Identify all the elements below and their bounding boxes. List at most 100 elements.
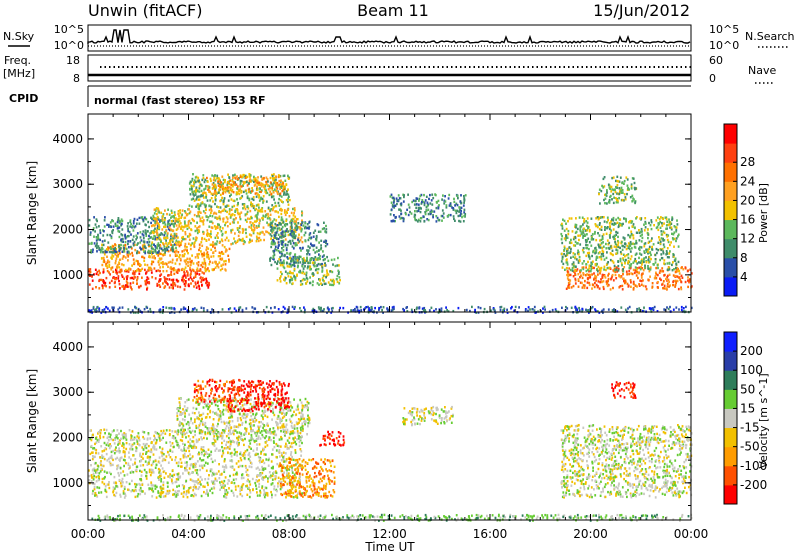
echo-pixel [216, 240, 219, 243]
echo-pixel [321, 262, 323, 266]
echo-pixel [156, 233, 159, 237]
echo-pixel [632, 234, 635, 237]
echo-pixel [358, 309, 361, 313]
echo-pixel [566, 307, 569, 310]
echo-pixel [667, 234, 670, 237]
echo-pixel [119, 287, 121, 290]
echo-pixel [665, 227, 667, 230]
echo-pixel [625, 176, 628, 179]
echo-pixel [184, 224, 187, 227]
echo-pixel [189, 268, 192, 271]
echo-pixel [274, 248, 277, 251]
echo-pixel [293, 207, 296, 210]
echo-pixel [656, 216, 659, 219]
echo-pixel [270, 229, 272, 232]
echo-pixel [92, 228, 94, 232]
echo-pixel [620, 189, 622, 192]
echo-pixel [197, 211, 200, 214]
echo-pixel [200, 436, 203, 439]
echo-pixel [610, 185, 613, 189]
echo-pixel [280, 227, 283, 231]
echo-pixel [324, 262, 326, 265]
echo-pixel [203, 485, 206, 488]
echo-pixel [322, 250, 324, 253]
echo-pixel [163, 225, 165, 229]
echo-pixel [301, 228, 303, 231]
echo-pixel [108, 225, 110, 228]
echo-pixel [218, 183, 221, 186]
echo-pixel [656, 251, 658, 255]
echo-pixel [108, 460, 111, 464]
echo-pixel [208, 233, 210, 236]
echo-pixel [569, 279, 572, 282]
echo-pixel [231, 205, 234, 209]
echo-pixel [202, 458, 205, 462]
echo-pixel [600, 255, 603, 258]
echo-pixel [275, 433, 278, 437]
echo-pixel [245, 430, 248, 433]
echo-pixel [600, 258, 603, 261]
echo-pixel [568, 281, 571, 284]
echo-pixel [214, 249, 217, 252]
echo-pixel [287, 193, 290, 196]
echo-pixel [278, 183, 280, 187]
echo-pixel [617, 180, 620, 183]
echo-pixel [221, 308, 224, 311]
echo-region [560, 216, 681, 273]
echo-pixel [287, 230, 290, 233]
echo-pixel [172, 219, 175, 223]
echo-pixel [255, 467, 258, 470]
echo-pixel [638, 256, 640, 260]
echo-pixel [477, 306, 480, 309]
echo-pixel [686, 269, 689, 273]
echo-pixel [639, 245, 641, 249]
echo-pixel [123, 287, 125, 291]
echo-pixel [99, 436, 102, 440]
echo-pixel [272, 228, 275, 232]
echo-pixel [198, 230, 201, 233]
echo-pixel [223, 260, 225, 263]
echo-pixel [147, 444, 150, 448]
echo-pixel [318, 308, 321, 311]
echo-pixel [551, 308, 554, 312]
echo-pixel [188, 487, 191, 490]
echo-pixel [386, 309, 389, 313]
echo-pixel [234, 451, 237, 454]
echo-pixel [244, 453, 246, 456]
echo-pixel [118, 451, 121, 454]
echo-pixel [90, 251, 93, 254]
echo-pixel [273, 236, 275, 240]
echo-pixel [627, 246, 630, 250]
echo-pixel [225, 236, 228, 239]
echo-pixel [118, 248, 121, 251]
echo-pixel [305, 259, 308, 263]
echo-pixel [426, 204, 429, 208]
echo-pixel [567, 271, 569, 275]
echo-pixel [301, 210, 303, 213]
echo-pixel [122, 435, 125, 438]
echo-pixel [399, 197, 402, 200]
echo-pixel [107, 248, 110, 252]
echo-pixel [118, 283, 121, 286]
echo-pixel [253, 178, 255, 181]
echo-pixel [299, 226, 301, 229]
echo-pixel [617, 267, 620, 271]
echo-pixel [101, 263, 104, 267]
echo-pixel [325, 224, 327, 228]
echo-pixel [597, 232, 599, 235]
echo-pixel [97, 238, 99, 241]
echo-pixel [291, 305, 294, 309]
echo-pixel [142, 220, 145, 223]
echo-pixel [162, 282, 164, 285]
echo-pixel [628, 243, 631, 246]
echo-pixel [304, 240, 307, 243]
echo-pixel [617, 235, 619, 239]
echo-pixel [173, 268, 176, 272]
echo-pixel [269, 218, 272, 221]
echo-pixel [285, 198, 288, 202]
echo-pixel [256, 443, 258, 446]
echo-pixel [304, 261, 307, 264]
echo-pixel [273, 488, 275, 491]
echo-pixel [188, 238, 191, 241]
echo-pixel [209, 243, 212, 246]
